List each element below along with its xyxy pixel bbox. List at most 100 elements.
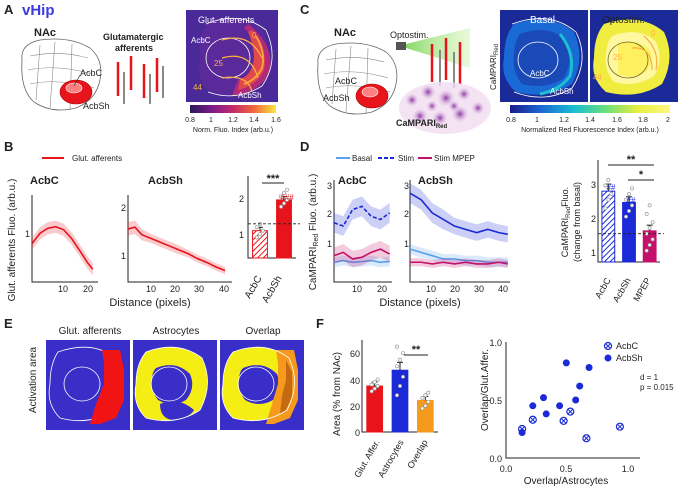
series-line <box>31 225 94 270</box>
data-point <box>627 192 631 196</box>
series-line <box>410 261 508 265</box>
error-band <box>32 220 93 276</box>
data-point <box>261 228 265 233</box>
panel-b-ylabel: Glut. afferents Fluo. (arb.u.) <box>7 179 18 302</box>
panel-b-sub1-title: AcbC <box>30 175 59 187</box>
d1-ytick: 2 <box>327 209 332 219</box>
heatmap-a-iso-25: 25 <box>214 59 223 68</box>
colorbar-c-ticks: 0.8 1 1.2 1.4 1.6 1.8 2 <box>506 117 670 124</box>
d1-xtick: 10 <box>352 284 362 294</box>
b1-xtick: 10 <box>58 284 68 294</box>
data-point <box>609 192 614 196</box>
scatter-point-cross <box>617 423 623 430</box>
panel-label-f: F <box>316 316 324 331</box>
colorbar-a-label: Norm. Fluo. Index (arb.u.) <box>193 127 273 134</box>
axis-line <box>127 195 232 283</box>
data-point <box>420 406 425 411</box>
b2-ytick: 1 <box>121 251 126 261</box>
d3-ytick: 2 <box>591 214 596 224</box>
panel-b-axis-ticks: 1 10 20 1 2 10 20 30 40 1 2 <box>25 194 244 294</box>
panel-d-sub2-title: AcbSh <box>418 175 453 187</box>
data-point <box>285 187 289 192</box>
b3-sig-stars: *** <box>267 173 281 185</box>
plot-d-acbsh <box>409 180 510 283</box>
data-point <box>647 243 652 247</box>
data-point <box>647 203 652 208</box>
scatter-point <box>576 382 584 390</box>
panel-label-b: B <box>4 139 13 154</box>
d3-category: MPEP <box>631 276 652 303</box>
data-point <box>395 393 399 398</box>
panel-label-e: E <box>4 316 13 331</box>
d2-ytick: 2 <box>404 209 409 219</box>
b1-ytick: 1 <box>25 229 30 239</box>
legend-f-marker-acbc <box>603 341 613 351</box>
axis-line <box>409 180 510 283</box>
d3-sig-single: * <box>639 169 644 181</box>
b1-xtick: 20 <box>83 284 93 294</box>
d2-xtick: 10 <box>426 284 436 294</box>
panel-label-a: A <box>4 2 14 17</box>
data-point <box>279 204 283 209</box>
b3-category: AcbSh <box>260 274 284 305</box>
colorbar-c <box>510 105 670 113</box>
d2-xtick: 40 <box>498 284 508 294</box>
colorbar-c-tick: 1.8 <box>638 117 648 124</box>
data-point <box>630 186 634 191</box>
colorbar-a-tick: 1.2 <box>228 117 238 124</box>
legend-d-label: Stim MPEP <box>434 154 475 163</box>
series-line <box>333 205 391 228</box>
b2-xtick: 10 <box>146 284 156 294</box>
activation-map-glut <box>46 340 130 430</box>
heatmap-c-iso-25: 25 <box>613 53 622 62</box>
panel-f-scatter-xlabel: Overlap/Astrocytes <box>524 476 608 486</box>
heatmap-c-optostim <box>590 10 678 102</box>
data-point <box>255 225 259 230</box>
colorbar-a-tick: 0.8 <box>185 117 195 124</box>
data-point <box>398 384 402 388</box>
colorbar-c-tick: 1.4 <box>585 117 595 124</box>
b3-ytick: 1 <box>239 230 244 240</box>
panel-c-nac-label: NAc <box>334 27 356 39</box>
scatter-point <box>529 402 537 410</box>
data-point <box>282 201 286 206</box>
d3-hash-1: ## <box>607 183 616 192</box>
scatter-f <box>505 342 640 459</box>
d3-ytick: 1 <box>591 248 596 258</box>
f1-category: Overlap <box>405 438 429 470</box>
panel-f-stat-p: p = 0.015 <box>640 383 674 392</box>
colorbar-c-tick: 0.8 <box>506 117 516 124</box>
data-point <box>395 364 399 369</box>
plot-b-acbc <box>31 195 98 283</box>
legend-d-label: Basal <box>352 154 372 163</box>
panel-e: E Activation area Glut. afferents Astroc… <box>4 316 304 430</box>
panel-e-title-3: Overlap <box>245 326 280 337</box>
legend-d: Basal Stim Stim MPEP <box>336 154 475 163</box>
data-point <box>603 206 608 211</box>
data-point <box>650 237 655 242</box>
f2-ytick: 0.5 <box>489 396 502 406</box>
scatter-point <box>518 428 526 436</box>
bar-d-summary <box>597 160 664 263</box>
b3-sig-hash: ### <box>280 193 294 202</box>
data-point <box>606 197 611 202</box>
d1-ytick: 1 <box>327 239 332 249</box>
data-point <box>426 399 431 404</box>
panel-d-ylabel: CaMPARIRed Fluo. (arb.u.) <box>308 174 320 291</box>
data-point <box>401 351 405 356</box>
scatter-point <box>562 359 570 367</box>
heatmap-c-iso-0: 0 <box>651 29 656 38</box>
bar-b-summary <box>247 176 300 259</box>
data-point <box>258 232 262 237</box>
heatmap-a <box>186 10 278 102</box>
data-point <box>282 191 286 196</box>
panel-d-sub1-title: AcbC <box>338 175 367 187</box>
panel-e-title-1: Glut. afferents <box>59 326 122 337</box>
plot-b-acbsh <box>127 195 232 283</box>
data-point <box>398 357 402 362</box>
data-point <box>627 209 631 213</box>
campari-label: CaMPARIRed <box>396 118 448 130</box>
colorbar-c-tick: 2 <box>666 117 670 124</box>
data-point <box>255 235 259 240</box>
panel-a: A vHip NAc AcbC AcbSh Glutamatergic affe… <box>4 2 281 134</box>
